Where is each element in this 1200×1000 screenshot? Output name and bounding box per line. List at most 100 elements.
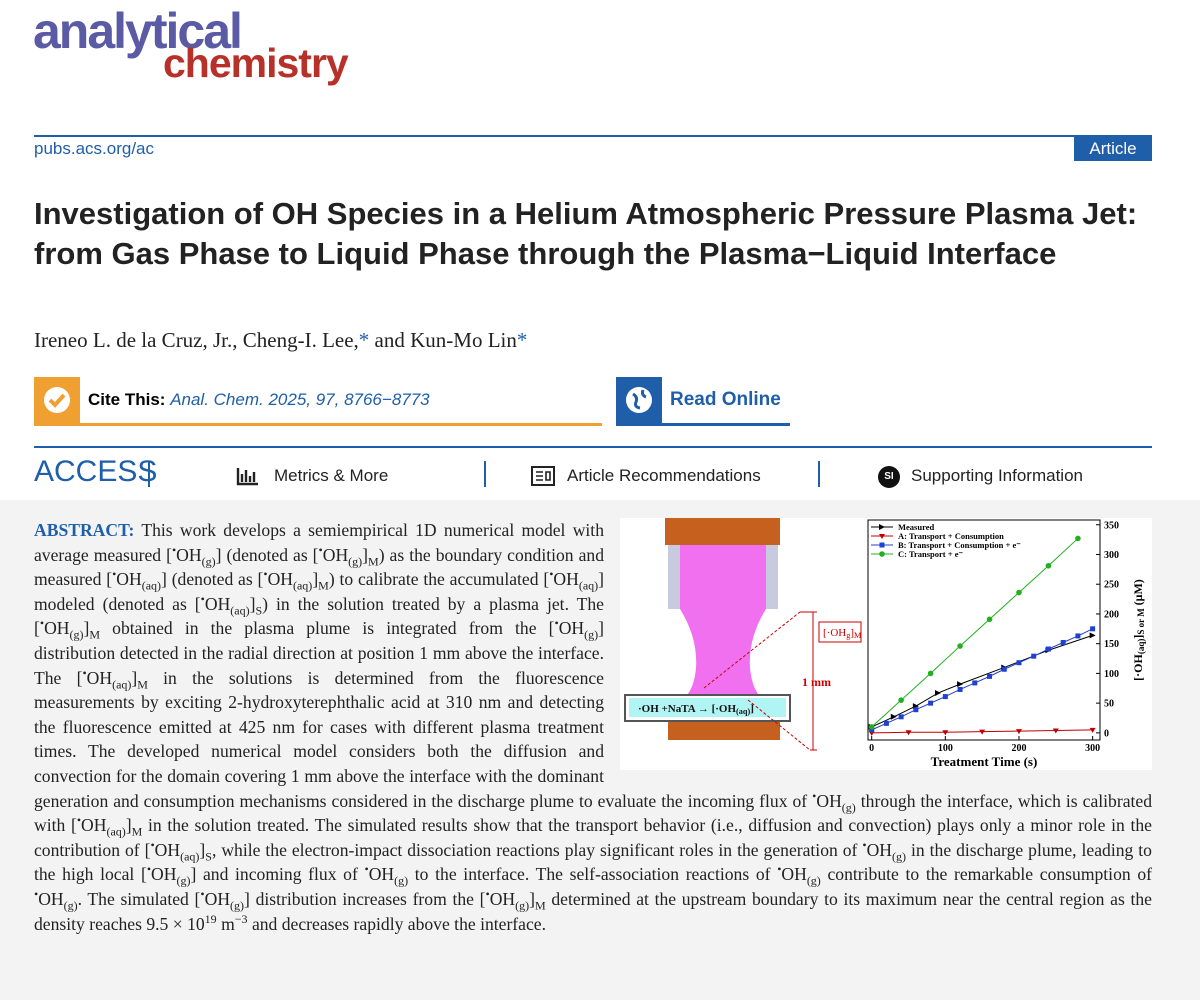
text-run: ] and incoming flux of <box>190 864 365 885</box>
tube-wall <box>668 545 680 609</box>
x-axis-label: Treatment Time (s) <box>931 754 1038 769</box>
text-run: and Kun-Mo Lin <box>369 328 517 352</box>
sub-text: M <box>131 824 143 839</box>
x-tick-label: 100 <box>938 743 953 754</box>
sup-text: • <box>34 887 39 902</box>
sub-text: (g) <box>515 898 530 913</box>
point <box>972 680 978 686</box>
x-tick-label: 200 <box>1011 743 1026 754</box>
cite-icon <box>34 377 80 423</box>
point <box>942 730 949 736</box>
point <box>1075 535 1081 542</box>
text-run: [·OH <box>1131 653 1145 680</box>
journal-logo[interactable]: analytical <box>33 3 243 59</box>
plasma-plume <box>680 545 766 696</box>
electrode <box>668 722 780 740</box>
point <box>927 670 934 677</box>
sub-text: S <box>205 849 212 864</box>
figure-graphic: [·OHg]M 1 mm ·OH +NaTA → [·OH(aq)] 0 100 2… <box>624 518 1146 769</box>
journal-logo[interactable]: chemistry <box>163 40 349 86</box>
text-run: OH <box>204 593 231 614</box>
text-run: in the solution treated. The simulated r… <box>34 815 1152 860</box>
text-run: OH <box>154 839 181 860</box>
point <box>986 616 993 623</box>
text-run: ] modeled (denoted as [ <box>34 569 605 614</box>
sub-text: (aq) <box>736 707 750 716</box>
sub-text: (aq) <box>180 849 200 864</box>
legend-label: A: Transport + Consumption <box>898 531 1004 541</box>
text-run: OH <box>204 888 231 909</box>
sub-text: (aq) <box>106 824 126 839</box>
point <box>898 697 904 703</box>
sub-text: (g) <box>201 554 216 569</box>
sup-text: • <box>485 887 490 902</box>
zoom-line <box>703 611 811 751</box>
article-title: Investigation of OH Species in a Helium … <box>34 196 1138 271</box>
sub-text: (g) <box>394 873 409 888</box>
supporting-link[interactable]: Supporting Information <box>911 466 1083 485</box>
label-box <box>818 621 862 643</box>
article-type: Article <box>1074 136 1152 161</box>
text-run: ] <box>750 703 754 715</box>
sub-text: (g) <box>230 898 245 913</box>
y2-tick-label: 150 <box>1104 639 1119 650</box>
abstract-text: This work develops a semiempirical 1D nu… <box>34 520 1152 934</box>
sub-text: (g) <box>841 800 856 815</box>
plume-label: [·OHg]M <box>823 627 862 640</box>
sub-text: (g) <box>584 627 599 642</box>
citation[interactable]: Anal. Chem. 2025, 97, 8766−8773 <box>170 390 430 409</box>
sup-text: 19 <box>204 911 217 926</box>
sub-text: (aq) <box>141 578 162 593</box>
access-label: ACCESS <box>34 455 158 488</box>
cite-box[interactable]: Cite This: Anal. Chem. 2025, 97, 8766−87… <box>34 377 602 426</box>
text-run: OH <box>116 569 142 590</box>
metrics-link[interactable]: Metrics & More <box>274 466 389 485</box>
text-run: ] <box>199 839 206 860</box>
point <box>957 681 964 688</box>
point <box>868 724 875 730</box>
text-run: OH <box>44 618 70 639</box>
text-run: OH <box>558 618 585 639</box>
text-run: [·OH <box>823 627 846 639</box>
point <box>1089 632 1096 639</box>
text-run: ] <box>850 627 854 639</box>
text-run: m <box>216 913 235 934</box>
point <box>987 673 993 679</box>
legend-label: B: Transport + Consumption + e⁻ <box>898 540 1021 550</box>
point <box>1045 646 1051 652</box>
chart: 0 100 200 300 0 50 100 150 200 250 300 350 Treatment… <box>867 519 1146 769</box>
point <box>1060 639 1066 645</box>
series-line <box>871 538 1079 728</box>
text-run: OH <box>489 888 516 909</box>
liquid <box>629 698 786 717</box>
x-tick-label: 0 <box>869 743 874 754</box>
electrode <box>665 518 780 545</box>
point <box>1016 589 1022 596</box>
sub-text: M <box>137 677 148 692</box>
recommendations-link[interactable]: Article Recommendations <box>567 466 761 485</box>
y2-tick-label: 200 <box>1104 609 1119 620</box>
text-run: OH <box>322 544 349 565</box>
divider <box>34 135 1152 137</box>
authors: Ireneo L. de la Cruz, Jr., Cheng-I. Lee,… <box>34 328 527 353</box>
toc-figure: [·OHg]M 1 mm ·OH +NaTA → [·OH(aq)] 0 100 2… <box>620 518 1152 770</box>
sub-text: (g) <box>806 873 821 888</box>
text-run: contribute to the remarkable consumption… <box>820 864 1152 885</box>
text-run: OH <box>816 790 842 811</box>
tube-wall <box>766 545 778 609</box>
journal-url[interactable]: pubs.acs.org/ac <box>34 139 155 158</box>
sup-text: −3 <box>234 911 248 926</box>
read-online[interactable]: Read Online <box>616 377 790 426</box>
point <box>1031 653 1037 659</box>
point <box>934 690 941 697</box>
point <box>898 714 904 720</box>
text-run: ] <box>83 618 90 639</box>
point <box>879 551 885 557</box>
y2-tick-label: 250 <box>1104 580 1119 591</box>
text-run: ) in the solution treated by a plasma je… <box>34 593 604 639</box>
sub-text: (aq) <box>112 677 132 692</box>
sub-text: (aq) <box>230 603 250 618</box>
text-run: ] (denoted as [ <box>161 569 264 590</box>
x-tick-label: 300 <box>1085 743 1100 754</box>
